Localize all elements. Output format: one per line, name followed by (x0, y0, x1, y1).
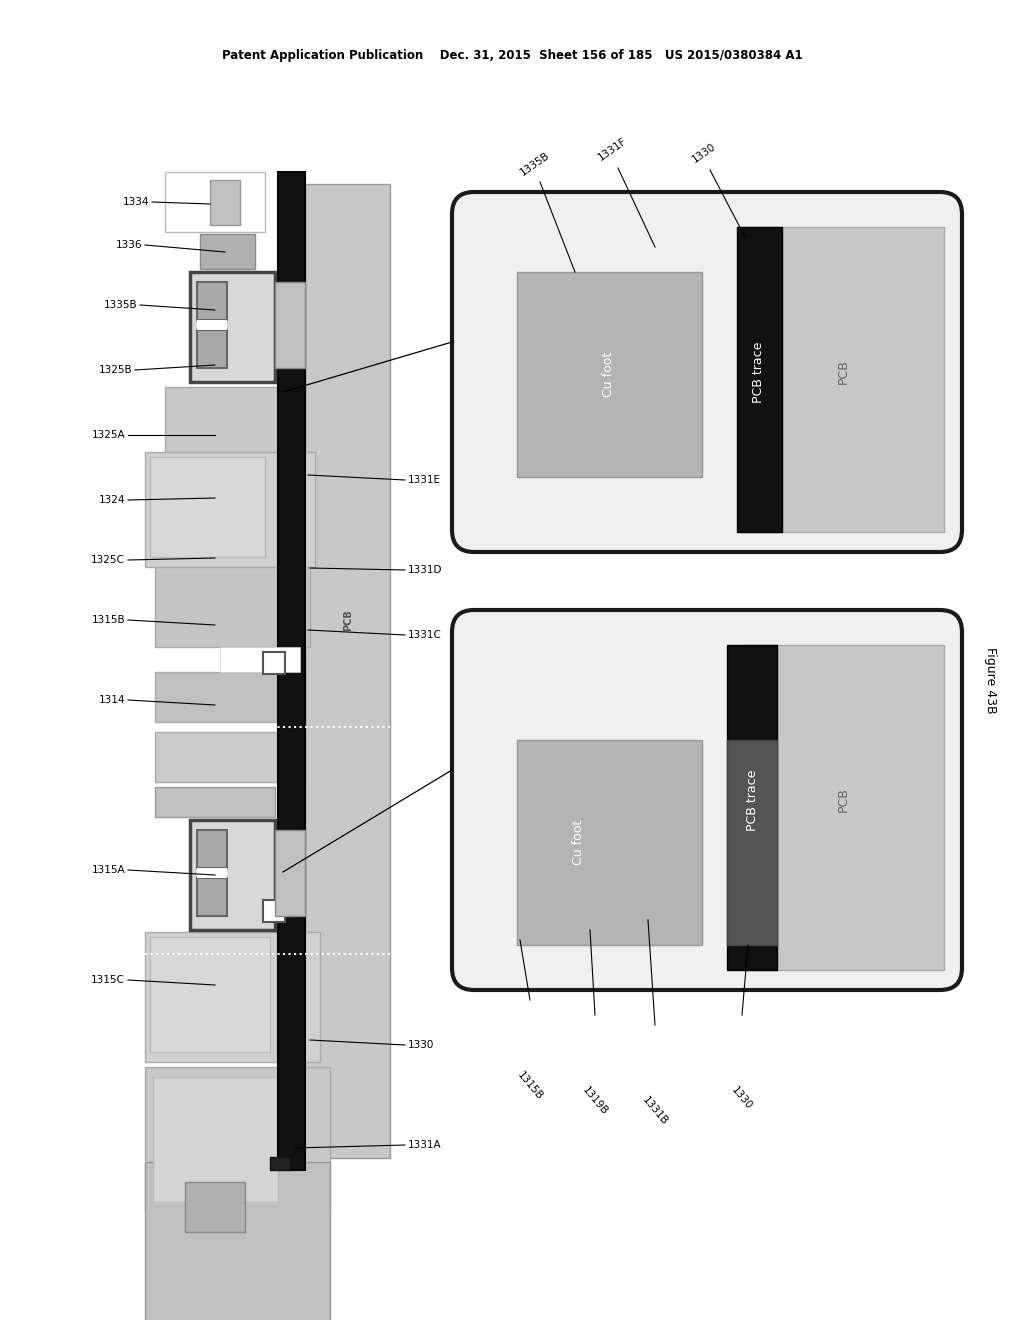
Bar (275, 830, 305, 916)
Bar (153, 1077, 278, 1203)
Text: 1334: 1334 (123, 197, 150, 207)
Bar (220, 647, 300, 672)
Text: 1335B: 1335B (103, 300, 137, 310)
Text: 1331B: 1331B (640, 1096, 670, 1127)
Text: 1314: 1314 (98, 696, 125, 705)
Text: 1315B: 1315B (515, 1071, 545, 1102)
Text: 1330: 1330 (408, 1040, 434, 1049)
Bar (210, 180, 240, 224)
Bar (197, 869, 227, 878)
Text: 1336: 1336 (116, 240, 142, 249)
Text: 1330: 1330 (730, 1085, 755, 1111)
Text: PCB: PCB (837, 359, 850, 384)
Bar (155, 787, 275, 817)
Bar (517, 272, 702, 477)
Bar (145, 1067, 330, 1212)
Bar (517, 741, 702, 945)
Bar (165, 387, 285, 451)
Text: PCB: PCB (837, 788, 850, 812)
Bar (727, 741, 777, 945)
Bar (275, 282, 305, 368)
Text: 1315A: 1315A (91, 865, 125, 875)
Text: 1319B: 1319B (581, 1085, 609, 1117)
Bar (742, 645, 944, 970)
Bar (197, 830, 227, 869)
Text: Figure 43B: Figure 43B (983, 647, 996, 713)
Text: PCB trace: PCB trace (745, 770, 759, 830)
Text: 1315C: 1315C (91, 975, 125, 985)
Bar (737, 227, 782, 532)
Text: Patent Application Publication    Dec. 31, 2015  Sheet 156 of 185   US 2015/0380: Patent Application Publication Dec. 31, … (221, 49, 803, 62)
Text: 1331E: 1331E (408, 475, 441, 484)
Text: 1331A: 1331A (408, 1140, 441, 1150)
Bar (197, 282, 227, 319)
Text: 1325B: 1325B (98, 366, 132, 375)
Text: 1331F: 1331F (596, 136, 628, 162)
Bar (278, 172, 305, 1170)
Bar (197, 330, 227, 368)
Bar (145, 1162, 330, 1320)
Bar (197, 319, 227, 330)
Bar (150, 457, 265, 557)
FancyBboxPatch shape (452, 610, 962, 990)
Bar (263, 652, 285, 675)
Bar (197, 878, 227, 916)
Text: PCB trace: PCB trace (753, 342, 766, 403)
Bar (145, 451, 315, 568)
FancyBboxPatch shape (452, 191, 962, 552)
Bar (190, 820, 275, 931)
Bar (263, 900, 285, 921)
Text: Cu foot: Cu foot (572, 820, 586, 865)
Text: PCB: PCB (343, 609, 353, 631)
Text: 1324: 1324 (98, 495, 125, 506)
Bar (190, 272, 275, 381)
Bar (145, 932, 319, 1063)
Text: 1330: 1330 (690, 141, 718, 165)
Bar (155, 568, 310, 647)
Text: 1325C: 1325C (91, 554, 125, 565)
Bar (742, 227, 944, 532)
Bar (155, 672, 305, 722)
Bar (155, 733, 305, 781)
Bar (305, 183, 390, 1158)
Bar (165, 172, 265, 232)
Bar (150, 937, 270, 1052)
Bar (200, 234, 255, 269)
Text: 1325A: 1325A (91, 430, 125, 440)
Bar (270, 1158, 290, 1170)
Text: 1331D: 1331D (408, 565, 442, 576)
Bar (185, 1181, 245, 1232)
Text: 1315B: 1315B (91, 615, 125, 624)
Text: Cu foot: Cu foot (602, 351, 615, 396)
Text: 1331C: 1331C (408, 630, 442, 640)
Bar (727, 645, 777, 970)
Text: 1335B: 1335B (518, 150, 552, 178)
